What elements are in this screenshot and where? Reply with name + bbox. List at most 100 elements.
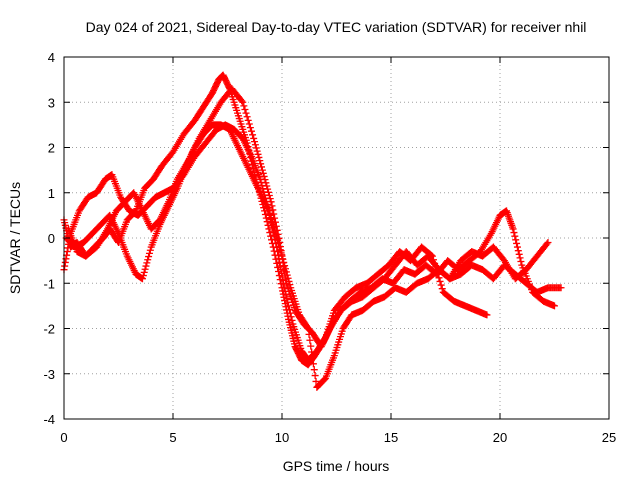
x-tick-label: 0 (60, 430, 67, 445)
data-point (272, 230, 280, 238)
data-point (144, 256, 152, 264)
y-tick-label: -4 (43, 412, 55, 427)
y-tick-label: -2 (43, 322, 55, 337)
data-point (304, 325, 312, 332)
data-point (245, 120, 253, 128)
y-tick-label: 2 (48, 141, 55, 156)
data-point (142, 262, 150, 270)
data-point (244, 116, 252, 124)
data-point (246, 124, 254, 132)
x-tick-label: 25 (602, 430, 616, 445)
data-point (438, 285, 446, 293)
data-point (282, 291, 290, 299)
data-point (263, 182, 271, 190)
data-point (275, 243, 283, 251)
data-point (285, 305, 293, 313)
data-point (241, 105, 249, 113)
data-point (258, 163, 266, 171)
data-point (264, 185, 272, 193)
x-tick-label: 20 (493, 430, 507, 445)
data-point (252, 144, 260, 152)
data-point (509, 225, 517, 233)
data-point (145, 249, 153, 257)
data-point (437, 281, 445, 289)
data-point (310, 366, 318, 374)
data-point (510, 229, 518, 237)
data-point (141, 265, 149, 273)
data-point (284, 274, 292, 282)
data-point (138, 275, 146, 283)
data-point (247, 127, 255, 135)
data-point (250, 134, 258, 142)
data-point (266, 195, 274, 203)
data-point (278, 252, 286, 260)
y-tick-label: -1 (43, 276, 55, 291)
data-point (286, 309, 294, 317)
y-tick-label: 1 (48, 186, 55, 201)
x-tick-labels: 0 5 10 15 20 25 (60, 430, 616, 445)
data-point (267, 198, 275, 206)
data-point (270, 210, 278, 218)
data-point (483, 311, 491, 319)
data-point (255, 153, 263, 161)
y-tick-label: 0 (48, 231, 55, 246)
data-point (285, 277, 293, 285)
data-point (285, 302, 293, 310)
data-point (238, 97, 246, 105)
data-point (266, 229, 274, 237)
data-point (240, 102, 248, 110)
data-point (273, 233, 281, 241)
data-point (281, 262, 289, 270)
data-point (517, 258, 525, 266)
data-point (551, 302, 558, 310)
data-point (257, 160, 265, 168)
data-point (282, 268, 290, 276)
data-point (146, 246, 154, 254)
data-point (288, 316, 296, 324)
data-point (274, 236, 282, 244)
data-point (309, 354, 317, 362)
y-tick-label: 4 (48, 50, 55, 65)
data-point (242, 109, 250, 117)
data-point (251, 141, 259, 149)
data-point (544, 239, 552, 247)
data-point (283, 271, 291, 279)
series-track-d (62, 121, 565, 391)
data-point (276, 246, 284, 254)
y-tick-label: -3 (43, 367, 55, 382)
data-point (515, 250, 523, 258)
data-point (312, 377, 320, 385)
data-point (269, 206, 277, 214)
data-point (512, 236, 520, 244)
data-point (61, 258, 69, 266)
data-point (270, 224, 278, 232)
data-point (261, 176, 269, 184)
data-point (243, 113, 251, 121)
data-point (283, 295, 291, 303)
data-point (275, 239, 283, 247)
data-point (258, 166, 266, 174)
y-tick-label: 3 (48, 95, 55, 110)
data-point (305, 330, 313, 338)
data-point (259, 169, 267, 177)
data-point (249, 131, 257, 139)
data-point (309, 360, 317, 368)
data-point (253, 147, 261, 155)
data-point (281, 265, 289, 273)
data-point (251, 138, 259, 146)
data-point (139, 272, 147, 280)
data-point (145, 253, 153, 261)
data-point (64, 244, 72, 252)
data-point (514, 247, 522, 255)
data-point (264, 188, 272, 196)
data-point (271, 227, 279, 235)
data-point (513, 239, 521, 247)
data-point (140, 268, 148, 276)
data-point (61, 262, 69, 270)
data-point (311, 372, 319, 380)
data-point (557, 284, 565, 292)
data-point (280, 258, 288, 266)
grid (64, 57, 609, 419)
data-point (256, 157, 264, 165)
